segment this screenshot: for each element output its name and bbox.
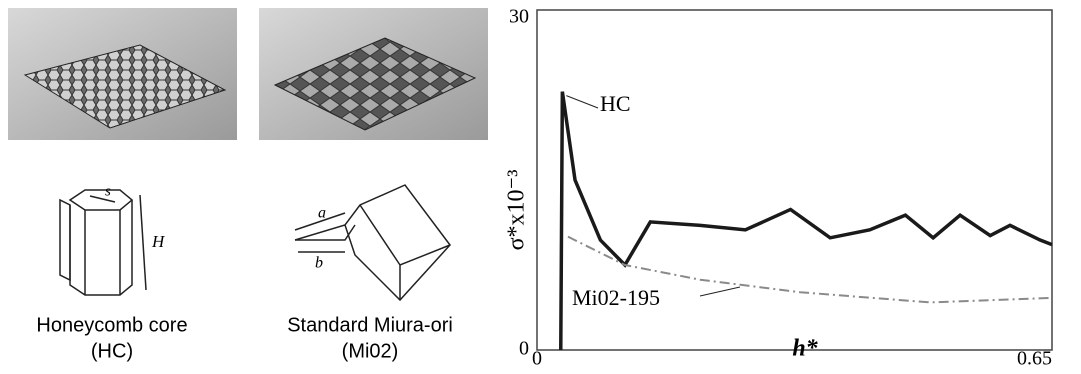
caption: Standard Miura-ori bbox=[287, 314, 453, 336]
dim-label: b bbox=[315, 255, 323, 272]
x-axis-label: h* bbox=[792, 336, 818, 362]
miura-diagram bbox=[295, 185, 450, 300]
caption: (HC) bbox=[91, 340, 133, 362]
dim-label: s bbox=[105, 183, 111, 199]
leader bbox=[566, 96, 598, 108]
leader bbox=[700, 287, 740, 296]
y-tick-label: 0 bbox=[519, 338, 529, 360]
series-label: Mi02-195 bbox=[572, 285, 660, 310]
x-tick-label: 0 bbox=[532, 348, 542, 369]
figure: s H a b Honeycomb core (HC) Standard Miu… bbox=[0, 0, 1081, 369]
series-label: HC bbox=[600, 91, 631, 116]
dim-label: H bbox=[151, 232, 166, 251]
caption: (Mi02) bbox=[342, 340, 399, 362]
y-axis-label: σ*x10⁻³ bbox=[504, 170, 530, 251]
series-line bbox=[561, 92, 1052, 350]
honeycomb-diagram bbox=[60, 190, 146, 295]
dim-label: a bbox=[318, 205, 326, 222]
caption: Honeycomb core bbox=[36, 314, 187, 336]
x-tick-label: 0.65 bbox=[1017, 348, 1052, 369]
y-tick-label: 30 bbox=[509, 6, 529, 28]
